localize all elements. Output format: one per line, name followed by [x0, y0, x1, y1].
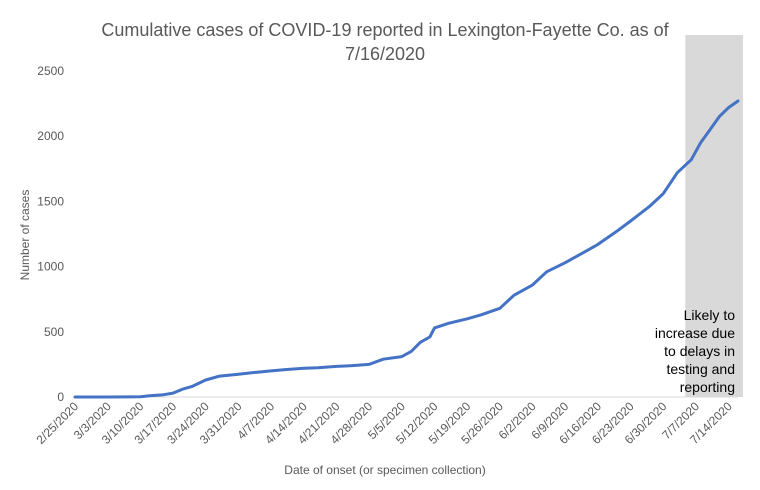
chart-title-line-1: Cumulative cases of COVID-19 reported in… [101, 20, 669, 40]
x-tick-label: 2/25/2020 [33, 399, 81, 447]
annotation-line: testing and [667, 361, 736, 377]
y-tick-label: 2000 [37, 129, 64, 143]
chart-title-line-2: 7/16/2020 [345, 44, 425, 64]
y-tick-label: 0 [57, 390, 64, 404]
annotation-line: reporting [680, 379, 735, 395]
y-tick-label: 1500 [37, 194, 64, 208]
chart-shaded-region [685, 35, 743, 397]
x-axis-label: Date of onset (or specimen collection) [284, 463, 485, 477]
series-line [73, 99, 740, 399]
y-axis-label: Number of cases [18, 190, 32, 281]
y-tick-label: 2500 [37, 64, 64, 78]
y-axis-ticks: 0 500 1000 1500 2000 2500 [37, 64, 64, 404]
annotation-line: increase due [655, 325, 735, 341]
shaded-region-annotation: Likely to increase due to delays in testing… [655, 307, 735, 395]
y-tick-label: 500 [44, 325, 64, 339]
annotation-line: to delays in [664, 343, 735, 359]
annotation-line: Likely to [684, 307, 736, 323]
x-axis-ticks: 2/25/20203/3/20203/10/20203/17/20203/24/… [33, 399, 735, 447]
y-tick-label: 1000 [37, 260, 64, 274]
